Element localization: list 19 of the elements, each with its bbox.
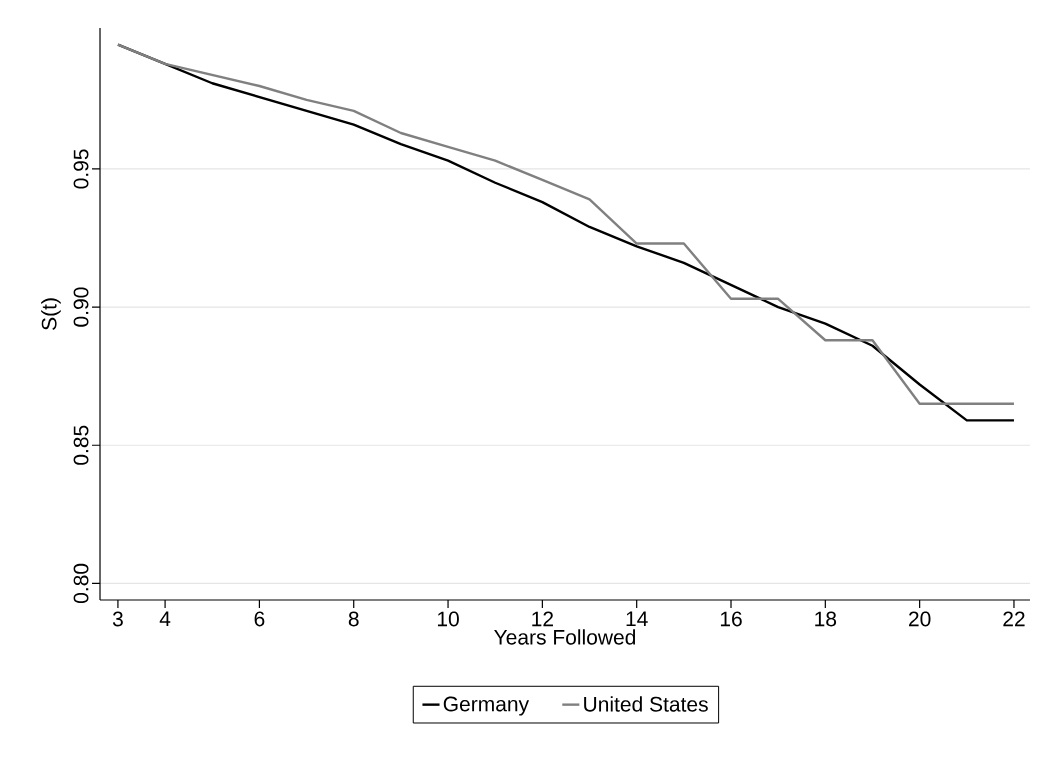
y-axis-title: S(t) <box>41 298 61 330</box>
x-axis-title: Years Followed <box>494 629 636 645</box>
legend-label: Germany <box>443 696 530 716</box>
x-tick-label: 14 <box>626 611 648 626</box>
x-tick-label: 22 <box>1003 611 1025 627</box>
x-tick-label: 8 <box>348 611 359 627</box>
y-tick-label: 0.80 <box>73 563 89 604</box>
x-tick-label: 12 <box>532 611 553 627</box>
x-tick-label: 18 <box>815 611 837 627</box>
y-tick-label: 0.85 <box>73 425 89 465</box>
legend-label: United States <box>584 696 708 712</box>
x-tick-label: 20 <box>909 611 931 627</box>
x-tick-label: 10 <box>437 611 459 627</box>
x-tick-label: 16 <box>720 611 742 627</box>
x-tick-label: 4 <box>159 611 171 626</box>
y-tick-label: 0.90 <box>73 287 89 327</box>
x-tick-label: 6 <box>254 611 265 627</box>
y-tick-label: 0.95 <box>73 149 89 189</box>
x-tick-label: 3 <box>112 611 123 627</box>
